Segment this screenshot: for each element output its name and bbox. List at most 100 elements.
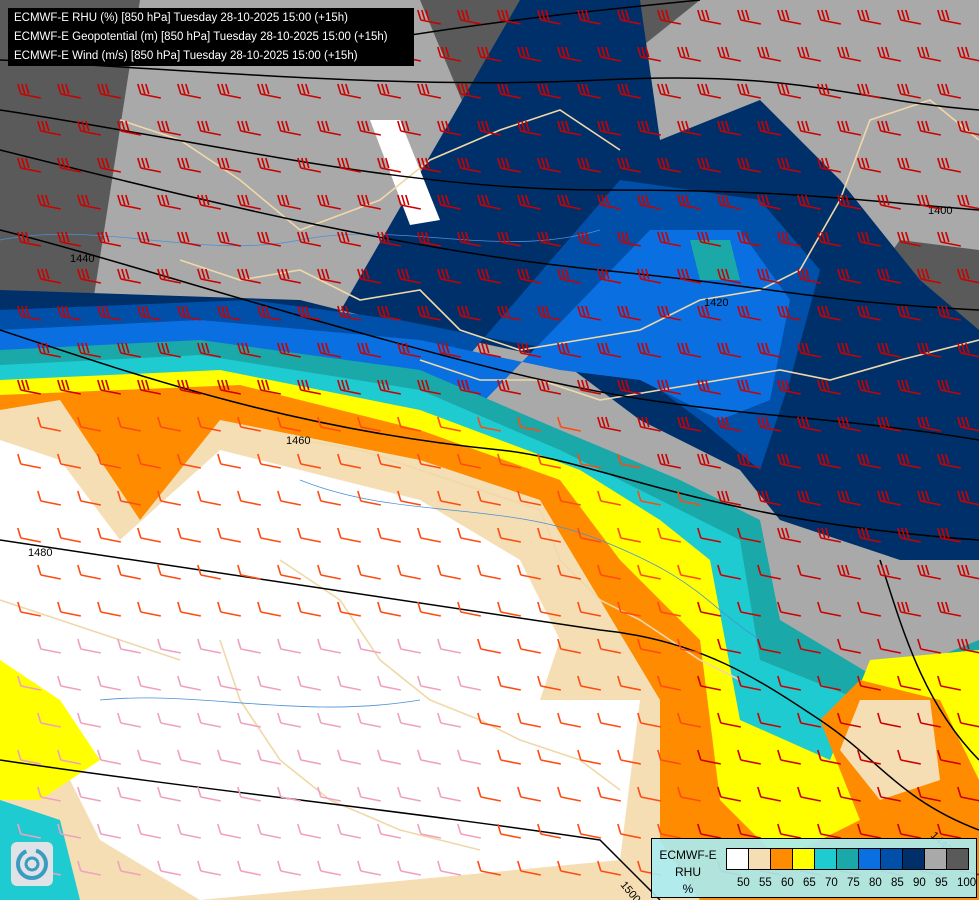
wind-barb bbox=[837, 342, 861, 358]
wind-barb bbox=[437, 860, 461, 876]
wind-barb bbox=[117, 342, 141, 358]
wind-barb bbox=[217, 231, 241, 247]
wind-barb bbox=[397, 416, 421, 432]
wind-barb bbox=[617, 157, 641, 173]
wind-barb bbox=[857, 749, 881, 765]
wind-barb bbox=[897, 749, 921, 765]
wind-barb bbox=[777, 231, 801, 247]
wind-barb bbox=[537, 749, 561, 765]
wind-barb bbox=[97, 749, 121, 765]
wind-barb bbox=[477, 342, 501, 358]
wind-barb bbox=[857, 527, 881, 543]
wind-barb bbox=[437, 342, 461, 358]
wind-barb bbox=[717, 194, 741, 210]
legend-tick: 90 bbox=[913, 877, 926, 889]
wind-barb bbox=[557, 342, 581, 358]
wind-barb bbox=[777, 9, 801, 25]
wind-barb bbox=[117, 120, 141, 136]
wind-barb bbox=[877, 46, 901, 62]
wind-barb bbox=[397, 564, 421, 580]
wind-barb bbox=[677, 268, 701, 284]
wind-barb bbox=[737, 675, 761, 691]
wind-barb bbox=[537, 527, 561, 543]
wind-barb bbox=[77, 490, 101, 506]
wind-barb bbox=[177, 749, 201, 765]
wind-barb bbox=[617, 675, 641, 691]
wind-barb bbox=[897, 83, 921, 99]
wind-barb bbox=[457, 305, 481, 321]
wind-barb bbox=[557, 638, 581, 654]
wind-barb bbox=[197, 490, 221, 506]
wind-barb bbox=[57, 83, 81, 99]
wind-barb bbox=[297, 305, 321, 321]
wind-barb bbox=[697, 231, 721, 247]
wind-barb bbox=[657, 9, 681, 25]
wind-barb bbox=[577, 305, 601, 321]
wind-barb bbox=[777, 601, 801, 617]
wind-barb bbox=[837, 268, 861, 284]
wind-barb bbox=[17, 157, 41, 173]
wind-barb bbox=[857, 231, 881, 247]
wind-barb bbox=[117, 712, 141, 728]
wind-barb bbox=[257, 231, 281, 247]
wind-barb bbox=[77, 638, 101, 654]
wind-barb bbox=[317, 786, 341, 802]
wind-barb bbox=[457, 823, 481, 839]
wind-barb bbox=[497, 83, 521, 99]
wind-barb bbox=[757, 342, 781, 358]
wind-barb bbox=[637, 564, 661, 580]
wind-barb bbox=[97, 379, 121, 395]
wind-barb bbox=[197, 416, 221, 432]
legend-tick: 50 bbox=[737, 877, 750, 889]
wind-barb bbox=[237, 638, 261, 654]
wind-barb bbox=[717, 490, 741, 506]
wind-barb bbox=[297, 527, 321, 543]
wind-barb bbox=[337, 601, 361, 617]
wind-barb bbox=[237, 120, 261, 136]
wind-barb bbox=[197, 712, 221, 728]
wind-barb bbox=[457, 675, 481, 691]
wind-barb bbox=[557, 490, 581, 506]
wind-barb bbox=[597, 860, 621, 876]
wind-barb bbox=[377, 231, 401, 247]
wind-barb bbox=[697, 379, 721, 395]
wind-barb bbox=[477, 268, 501, 284]
wind-barb bbox=[657, 527, 681, 543]
wind-barb bbox=[557, 416, 581, 432]
wind-barb bbox=[397, 786, 421, 802]
wind-barb bbox=[317, 712, 341, 728]
wind-barb bbox=[17, 675, 41, 691]
wind-barb bbox=[597, 564, 621, 580]
wind-barb bbox=[37, 638, 61, 654]
wind-barb bbox=[797, 786, 821, 802]
wind-barb bbox=[457, 453, 481, 469]
wind-barb bbox=[697, 823, 721, 839]
title-geopotential: ECMWF-E Geopotential (m) [850 hPa] Tuesd… bbox=[14, 31, 388, 43]
wind-barb bbox=[677, 120, 701, 136]
wind-barb bbox=[577, 601, 601, 617]
wind-barb bbox=[117, 786, 141, 802]
wind-barb bbox=[657, 601, 681, 617]
wind-barb bbox=[77, 416, 101, 432]
wind-barb bbox=[897, 675, 921, 691]
wind-barb bbox=[737, 527, 761, 543]
wind-barb bbox=[457, 9, 481, 25]
wind-barb bbox=[77, 712, 101, 728]
wind-barb bbox=[717, 268, 741, 284]
wind-barb bbox=[77, 194, 101, 210]
wind-barb bbox=[217, 157, 241, 173]
wind-barb bbox=[297, 601, 321, 617]
wind-barb bbox=[837, 416, 861, 432]
wind-barb bbox=[97, 231, 121, 247]
wind-barb bbox=[717, 638, 741, 654]
wind-barb bbox=[577, 9, 601, 25]
wind-barb bbox=[677, 786, 701, 802]
wind-barb bbox=[377, 157, 401, 173]
wind-barb bbox=[957, 786, 979, 802]
wind-barb bbox=[17, 83, 41, 99]
wind-barb bbox=[557, 564, 581, 580]
wind-barb bbox=[657, 675, 681, 691]
wind-barb bbox=[257, 675, 281, 691]
wind-barb bbox=[497, 527, 521, 543]
wind-barb bbox=[217, 305, 241, 321]
